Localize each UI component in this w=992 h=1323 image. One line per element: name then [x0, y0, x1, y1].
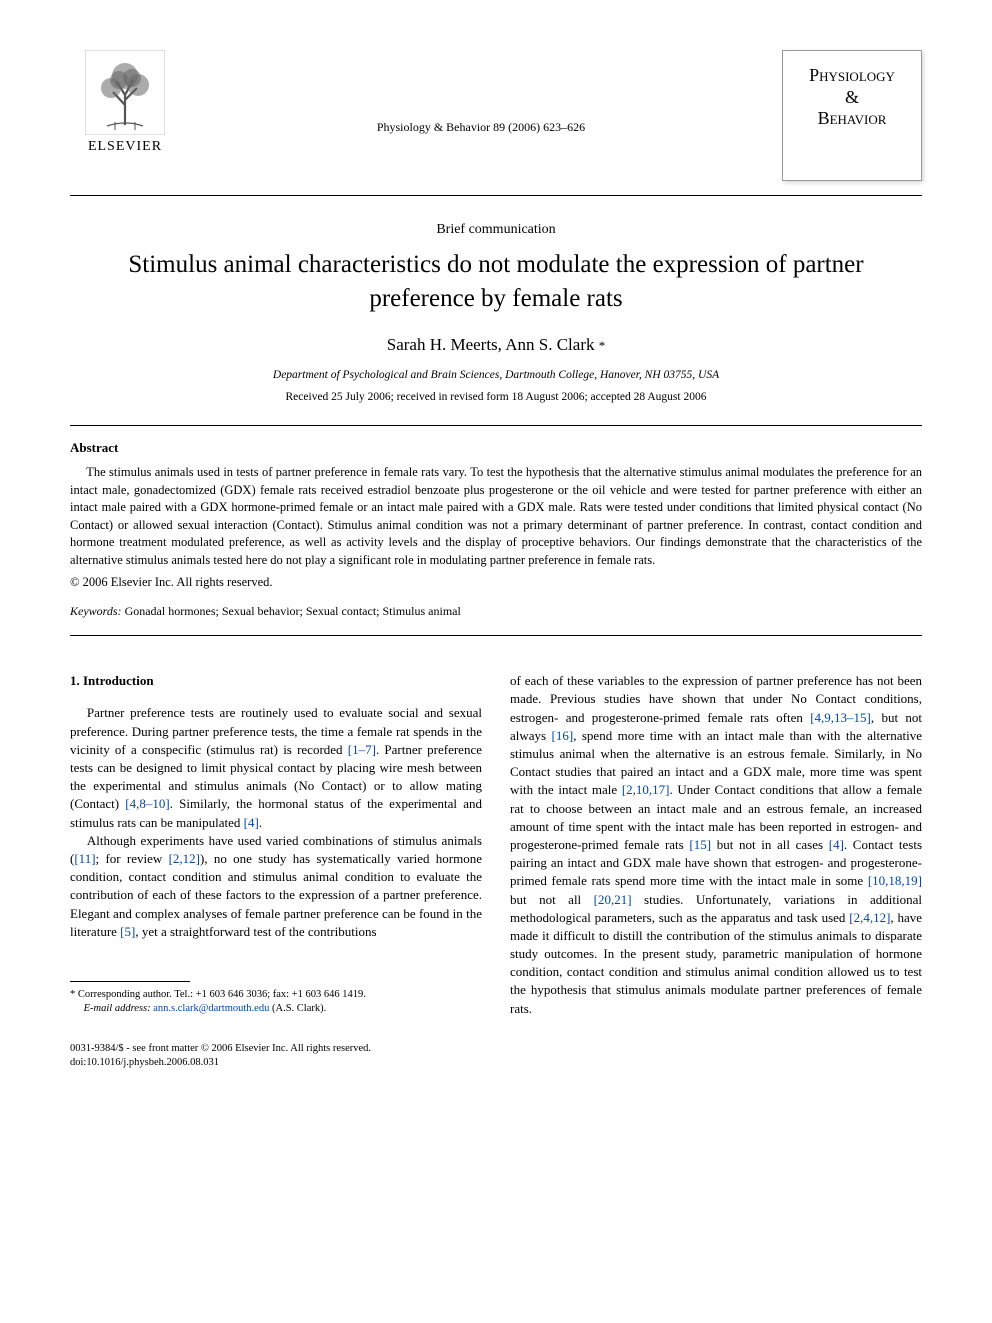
email-link[interactable]: ann.s.clark@dartmouth.edu [151, 1003, 270, 1014]
email-suffix: (A.S. Clark). [269, 1003, 326, 1014]
left-column: 1. Introduction Partner preference tests… [70, 672, 482, 1018]
article-type: Brief communication [70, 222, 922, 238]
journal-title-line1: Physiology [791, 65, 913, 87]
divider [70, 195, 922, 196]
paragraph: of each of these variables to the expres… [510, 672, 922, 1018]
section-heading: 1. Introduction [70, 672, 482, 690]
journal-title-box: Physiology & Behavior [782, 50, 922, 181]
journal-reference: Physiology & Behavior 89 (2006) 623–626 [180, 50, 782, 135]
citation[interactable]: [20,21] [594, 892, 632, 907]
keywords-text: Gonadal hormones; Sexual behavior; Sexua… [122, 604, 461, 618]
citation[interactable]: [2,12] [169, 851, 200, 866]
abstract-content: The stimulus animals used in tests of pa… [70, 465, 922, 567]
corresponding-footnote: * Corresponding author. Tel.: +1 603 646… [70, 988, 482, 1016]
citation[interactable]: [4] [244, 815, 259, 830]
citation[interactable]: [2,10,17] [622, 782, 670, 797]
citation[interactable]: [10,18,19] [868, 873, 922, 888]
paragraph: Although experiments have used varied co… [70, 832, 482, 941]
citation[interactable]: [15] [689, 837, 711, 852]
abstract-copyright: © 2006 Elsevier Inc. All rights reserved… [70, 575, 922, 590]
citation[interactable]: [4,9,13–15] [810, 710, 871, 725]
citation[interactable]: [4,8–10] [125, 796, 169, 811]
citation[interactable]: [5] [120, 924, 135, 939]
footnote-divider [70, 981, 190, 982]
right-column: of each of these variables to the expres… [510, 672, 922, 1018]
publisher-name: ELSEVIER [88, 139, 162, 155]
footnote-text: Corresponding author. Tel.: +1 603 646 3… [75, 989, 366, 1000]
email-label: E-mail address: [84, 1003, 151, 1014]
page-footer: 0031-9384/$ - see front matter © 2006 El… [70, 1042, 922, 1070]
divider [70, 425, 922, 426]
keywords-label: Keywords: [70, 604, 122, 618]
footer-doi: doi:10.1016/j.physbeh.2006.08.031 [70, 1056, 922, 1070]
journal-title-amp: & [791, 87, 913, 109]
citation[interactable]: [11] [74, 851, 95, 866]
page-header: ELSEVIER Physiology & Behavior 89 (2006)… [70, 50, 922, 181]
citation[interactable]: [2,4,12] [849, 910, 890, 925]
footer-line1: 0031-9384/$ - see front matter © 2006 El… [70, 1042, 922, 1056]
elsevier-tree-logo [85, 50, 165, 135]
affiliation: Department of Psychological and Brain Sc… [70, 369, 922, 381]
keywords: Keywords: Gonadal hormones; Sexual behav… [70, 604, 922, 619]
author-names: Sarah H. Meerts, Ann S. Clark [387, 335, 599, 354]
journal-title-line2: Behavior [791, 108, 913, 130]
abstract-label: Abstract [70, 440, 922, 456]
abstract-text: The stimulus animals used in tests of pa… [70, 464, 922, 569]
citation[interactable]: [4] [829, 837, 844, 852]
corresponding-marker: * [599, 338, 606, 353]
divider [70, 635, 922, 636]
publisher-block: ELSEVIER [70, 50, 180, 155]
article-title: Stimulus animal characteristics do not m… [110, 248, 882, 316]
citation[interactable]: [16] [552, 728, 574, 743]
article-dates: Received 25 July 2006; received in revis… [70, 391, 922, 403]
citation[interactable]: [1–7] [348, 742, 376, 757]
paragraph: Partner preference tests are routinely u… [70, 704, 482, 831]
authors: Sarah H. Meerts, Ann S. Clark * [70, 335, 922, 355]
body-columns: 1. Introduction Partner preference tests… [70, 672, 922, 1018]
